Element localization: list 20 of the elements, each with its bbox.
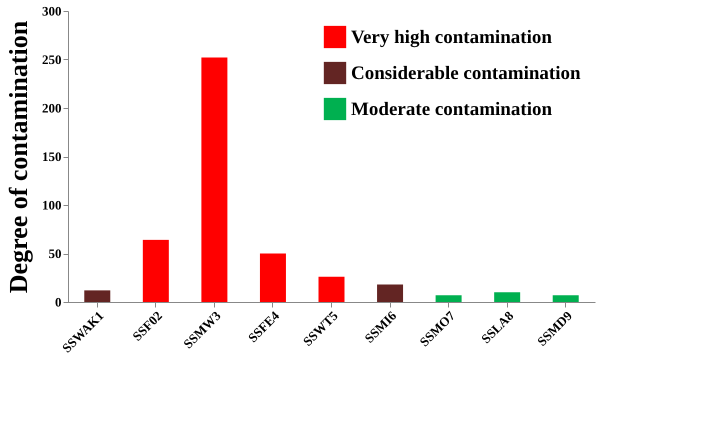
bar — [494, 292, 520, 302]
bar — [84, 290, 110, 302]
bar — [377, 284, 404, 302]
y-axis-title: Degree of contamination — [4, 20, 33, 294]
bar — [436, 295, 462, 302]
y-tick-label: 100 — [42, 198, 62, 212]
legend-label: Moderate contamination — [351, 99, 552, 120]
bar — [260, 254, 286, 302]
y-tick-label: 150 — [42, 149, 62, 164]
bar — [318, 276, 344, 302]
y-tick-label: 300 — [42, 4, 62, 18]
y-tick-label: 200 — [42, 100, 62, 116]
legend-label: Very high contamination — [351, 27, 552, 48]
bar — [142, 240, 169, 302]
y-tick-label: 50 — [48, 246, 62, 261]
bar — [552, 295, 579, 302]
y-tick-label: 0 — [55, 294, 62, 310]
legend-label: Considerable contamination — [351, 63, 582, 84]
y-tick-label: 250 — [42, 52, 62, 67]
bar — [201, 58, 228, 302]
